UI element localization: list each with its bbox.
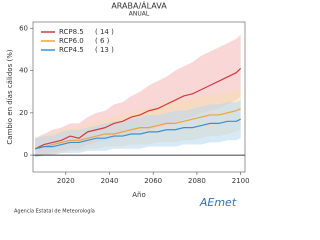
- legend-label: RCP8.5: [59, 28, 84, 36]
- series-line: [35, 118, 241, 150]
- x-tick-label: 2100: [232, 177, 250, 185]
- legend-count: ( 13 ): [95, 46, 114, 54]
- x-tick-label: 2080: [188, 177, 206, 185]
- chart-title: ARABA/ÁLAVA: [111, 0, 167, 11]
- x-tick-label: 2040: [101, 177, 119, 185]
- chart-subtitle: ANUAL: [129, 11, 150, 18]
- legend-label: RCP6.0: [59, 37, 84, 45]
- chart: ARABA/ÁLAVA ANUAL Año Cambio en días cál…: [6, 0, 250, 215]
- logo: AEmet: [199, 196, 237, 209]
- legend-count: ( 6 ): [95, 37, 110, 45]
- y-tick-label: 40: [19, 67, 28, 75]
- x-tick-label: 2060: [144, 177, 162, 185]
- series-line: [34, 68, 242, 150]
- y-tick-label: 20: [19, 109, 28, 117]
- y-tick-label: 0: [24, 151, 28, 159]
- plot-frame: [32, 21, 246, 173]
- legend-count: ( 14 ): [95, 28, 114, 36]
- legend-label: RCP4.5: [59, 46, 84, 54]
- footer: Agencia Estatal de Meteorología: [14, 208, 95, 215]
- y-tick-label: 60: [19, 24, 28, 32]
- series-line: [35, 108, 241, 150]
- x-axis-label: Año: [132, 191, 146, 199]
- x-tick-label: 2020: [57, 177, 75, 185]
- y-axis-label: Cambio en días cálidos (%): [6, 49, 14, 144]
